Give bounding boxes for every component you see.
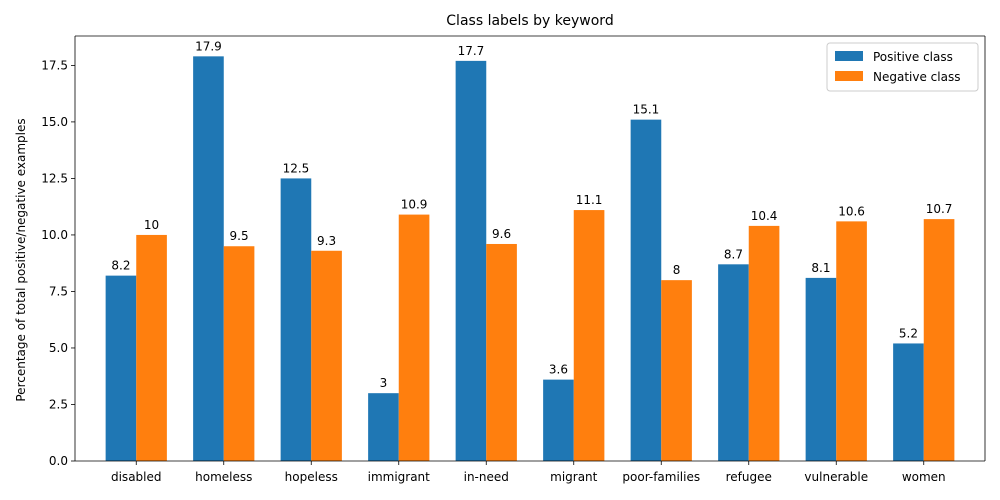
data-label: 3.6 [549,363,568,377]
x-tick-label: poor-families [622,470,700,484]
data-label: 12.5 [283,161,310,175]
bar-negative-women [923,219,955,461]
legend-entry: Positive class [873,50,953,64]
y-tick-label: 5.0 [49,341,68,355]
y-tick-label: 7.5 [49,284,68,298]
data-label: 17.7 [458,44,485,58]
bar-positive-refugee [718,264,749,461]
data-label: 8.1 [811,261,830,275]
data-label: 8.2 [111,259,130,273]
x-tick-label: migrant [550,470,598,484]
legend: Positive class Negative class [826,42,979,92]
y-tick-label: 12.5 [41,171,68,185]
x-tick-label: hopeless [285,470,338,484]
bar-negative-disabled [136,234,167,461]
bar-negative-refugee [748,225,780,461]
data-label: 10.9 [401,198,428,212]
y-tick-label: 0.0 [49,454,68,468]
bar-positive-migrant [543,379,574,461]
bar-negative-homeless [223,246,255,461]
bar-positive-vulnerable [805,277,837,461]
bar-positive-immigrant [368,393,399,461]
data-label: 10.4 [751,209,778,223]
x-tick-label: women [902,470,946,484]
plot-area: 8.2 17.9 12.5 3 17.7 3.6 15.1 8.7 8.1 5.2 10 9.5 9.3… [41,35,986,484]
bar-negative-migrant [573,210,605,461]
data-label: 8.7 [724,247,743,261]
data-label: 3 [380,376,388,390]
legend-box [826,42,979,92]
bar-positive-hopeless [280,178,312,462]
legend-swatch [835,71,863,81]
bar-negative-in-need [486,243,517,461]
data-label: 10 [144,218,159,232]
y-tick-label: 15.0 [41,115,68,129]
data-label: 5.2 [899,326,918,340]
data-label: 10.7 [926,202,953,216]
bar-negative-immigrant [398,214,430,461]
legend-entry: Negative class [873,70,960,84]
x-tick-label: in-need [464,470,509,484]
data-label: 9.3 [317,234,336,248]
y-tick-label: 2.5 [49,397,68,411]
x-tick-label: vulnerable [804,470,868,484]
x-tick-label: refugee [726,470,772,484]
bar-positive-women [893,343,924,461]
bar-negative-vulnerable [836,221,867,461]
bar-positive-homeless [193,56,224,461]
data-label: 11.1 [576,193,603,207]
x-tick-label: immigrant [368,470,431,484]
y-tick-label: 17.5 [41,58,68,72]
chart-title: Class labels by keyword [446,13,613,29]
bar-positive-in-need [455,60,487,462]
bar-positive-poor-families [630,119,662,461]
data-label: 9.6 [492,227,511,241]
bar-negative-poor-families [661,280,692,461]
data-label: 10.6 [838,204,865,218]
legend-swatch [835,51,863,61]
bar-negative-hopeless [311,250,342,461]
x-tick-label: homeless [195,470,252,484]
data-label: 9.5 [230,229,249,243]
x-tick-label: disabled [111,470,162,484]
data-label: 15.1 [633,103,660,117]
y-axis-label: Percentage of total positive/negative ex… [14,118,28,401]
data-label: 8 [673,263,681,277]
data-label: 17.9 [195,39,222,53]
bar-positive-disabled [105,275,137,461]
y-tick-label: 10.0 [41,228,68,242]
